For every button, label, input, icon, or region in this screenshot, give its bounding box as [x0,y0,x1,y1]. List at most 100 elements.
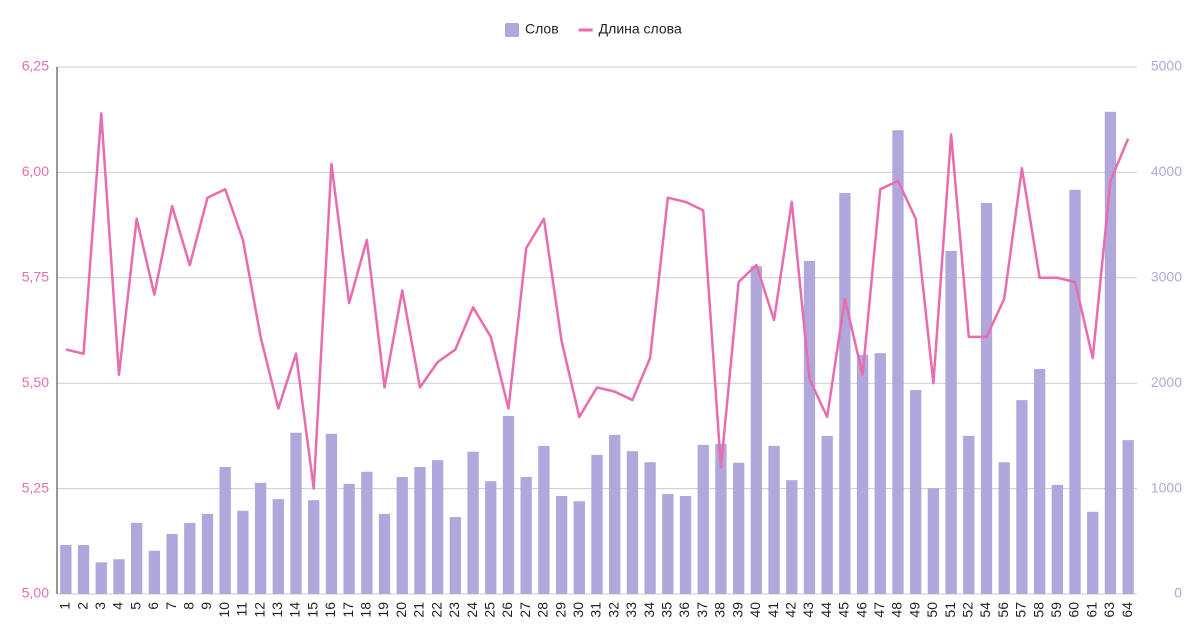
bar [980,202,993,594]
bar [290,432,302,594]
x-tick-label: 46 [853,602,869,618]
x-tick-label: 20 [393,602,409,618]
bar [998,462,1010,594]
x-tick-label: 10 [216,602,232,618]
bar [626,451,639,594]
x-tick-label: 18 [358,602,374,618]
bar [325,433,338,594]
x-tick-label: 43 [800,602,816,618]
x-tick-label: 47 [871,602,887,618]
y-tick-label: 6,25 [22,58,49,74]
y-tick-label: 6,00 [22,163,49,179]
legend-label: Слов [525,21,559,37]
bar [254,482,267,594]
bar [910,390,922,594]
bar [219,466,231,594]
bar [184,522,196,594]
x-tick-label: 44 [818,602,834,618]
bar [237,510,249,594]
x-tick-label: 30 [570,602,586,618]
x-tick-label: 29 [552,602,568,618]
legend-label: Длина слова [599,21,682,37]
bar [679,495,692,594]
y2-tick-label: 1000 [1151,479,1182,495]
bar [343,483,355,594]
x-tick-label: 45 [836,602,852,618]
bar [786,480,798,594]
x-tick-label: 26 [499,602,515,618]
x-tick-label: 2 [74,602,90,610]
y2-tick-label: 3000 [1151,269,1182,285]
y2-tick-label: 5000 [1151,58,1182,74]
x-tick-label: 32 [605,602,621,618]
bar [1122,440,1134,594]
x-tick-label: 58 [1030,602,1046,618]
bar [644,462,656,594]
bar [715,443,727,594]
bar [396,477,408,594]
bar [113,559,125,594]
bar [95,562,107,594]
y2-tick-label: 0 [1174,585,1182,601]
x-tick-label: 17 [340,602,356,618]
x-tick-label: 12 [251,602,267,618]
bar [272,499,284,594]
bar [555,495,568,594]
x-tick-label: 19 [375,602,391,618]
bar [732,462,745,594]
bar [697,444,709,594]
bar [945,250,957,594]
bar [1069,189,1081,594]
bar [1033,368,1046,594]
bar [361,471,373,594]
x-tick-label: 51 [942,602,958,618]
x-tick-label: 42 [782,602,798,618]
bar [520,477,532,594]
y2-tick-label: 4000 [1151,163,1182,179]
bar [803,260,816,594]
x-tick-label: 48 [889,602,905,618]
bar [467,451,479,594]
bar [839,192,851,594]
x-tick-label: 61 [1083,602,1099,618]
bar [874,353,886,594]
line [65,112,1130,490]
bar [502,415,515,594]
x-tick-label: 1 [57,602,73,610]
x-tick-label: 63 [1101,602,1117,618]
bar [60,544,72,594]
x-tick-label: 24 [464,602,480,618]
bar [1087,511,1099,594]
bar [431,460,444,594]
y-tick-label: 5,00 [22,585,49,601]
x-tick-label: 22 [428,602,444,618]
bar [963,435,975,594]
x-tick-label: 23 [446,602,462,618]
bar [768,445,780,594]
x-tick-label: 40 [747,602,763,618]
x-tick-label: 41 [765,602,781,618]
x-tick-label: 5 [127,602,143,610]
y2-tick-label: 2000 [1151,374,1182,390]
x-tick-label: 59 [1048,602,1064,618]
bar [591,454,603,594]
x-tick-label: 56 [995,602,1011,618]
x-tick-label: 8 [180,602,196,610]
x-tick-label: 16 [322,602,338,618]
x-tick-label: 49 [906,602,922,618]
x-tick-label: 34 [641,602,657,618]
x-tick-label: 11 [234,602,250,617]
bar [573,501,585,594]
x-tick-label: 9 [198,602,214,610]
x-tick-label: 31 [588,602,604,618]
x-tick-label: 37 [694,602,710,618]
bar [414,466,426,594]
x-tick-label: 38 [712,602,728,618]
x-tick-label: 15 [304,602,320,618]
bar [378,513,391,594]
x-tick-label: 50 [924,602,940,618]
bar [821,435,833,594]
x-tick-label: 54 [977,602,993,618]
bar [449,517,462,594]
